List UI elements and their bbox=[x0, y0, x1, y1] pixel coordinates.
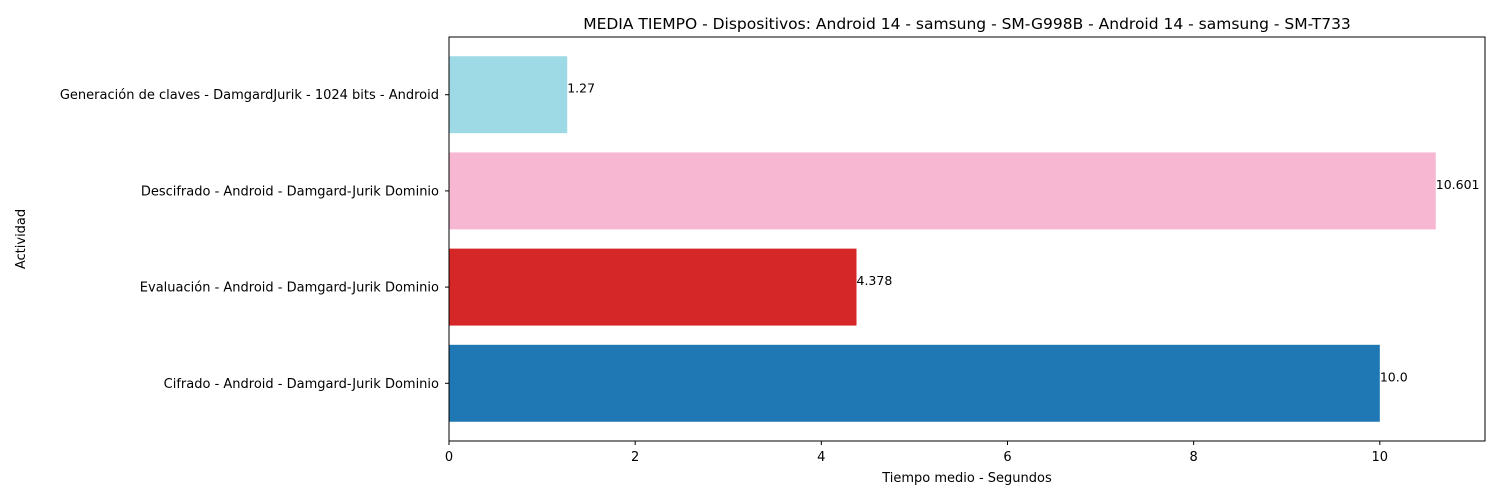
y-axis-ticks: Cifrado - Android - Damgard-Jurik Domini… bbox=[60, 88, 449, 392]
bar bbox=[449, 344, 1380, 422]
bar bbox=[449, 248, 857, 326]
y-tick-label: Cifrado - Android - Damgard-Jurik Domini… bbox=[164, 377, 439, 392]
bars-layer bbox=[449, 56, 1436, 422]
y-axis-label: Actividad bbox=[14, 209, 29, 269]
y-tick-label: Descifrado - Android - Damgard-Jurik Dom… bbox=[141, 184, 439, 199]
bar-value-label: 10.601 bbox=[1436, 177, 1480, 192]
x-axis-label: Tiempo medio - Segundos bbox=[881, 471, 1052, 486]
plot-frame bbox=[448, 36, 1486, 442]
bar bbox=[449, 152, 1436, 230]
x-tick-label: 10 bbox=[1372, 450, 1389, 465]
x-tick-label: 2 bbox=[631, 450, 639, 465]
bar-value-label: 4.378 bbox=[857, 273, 893, 288]
x-tick-label: 4 bbox=[817, 450, 825, 465]
x-tick-label: 6 bbox=[1003, 450, 1011, 465]
bar-value-label: 1.27 bbox=[567, 81, 595, 96]
x-tick-label: 0 bbox=[445, 450, 453, 465]
x-tick-label: 8 bbox=[1190, 450, 1198, 465]
bar bbox=[449, 56, 568, 134]
chart-title: MEDIA TIEMPO - Dispositivos: Android 14 … bbox=[583, 15, 1351, 33]
bar-value-label: 10.0 bbox=[1380, 369, 1408, 384]
y-tick-label: Generación de claves - DamgardJurik - 10… bbox=[60, 88, 439, 103]
x-axis-ticks: 0 2 4 6 8 10 bbox=[445, 441, 1388, 465]
data-labels-layer: 10.0 4.378 10.601 1.27 bbox=[567, 81, 1479, 385]
y-tick-label: Evaluación - Android - Damgard-Jurik Dom… bbox=[140, 281, 439, 296]
